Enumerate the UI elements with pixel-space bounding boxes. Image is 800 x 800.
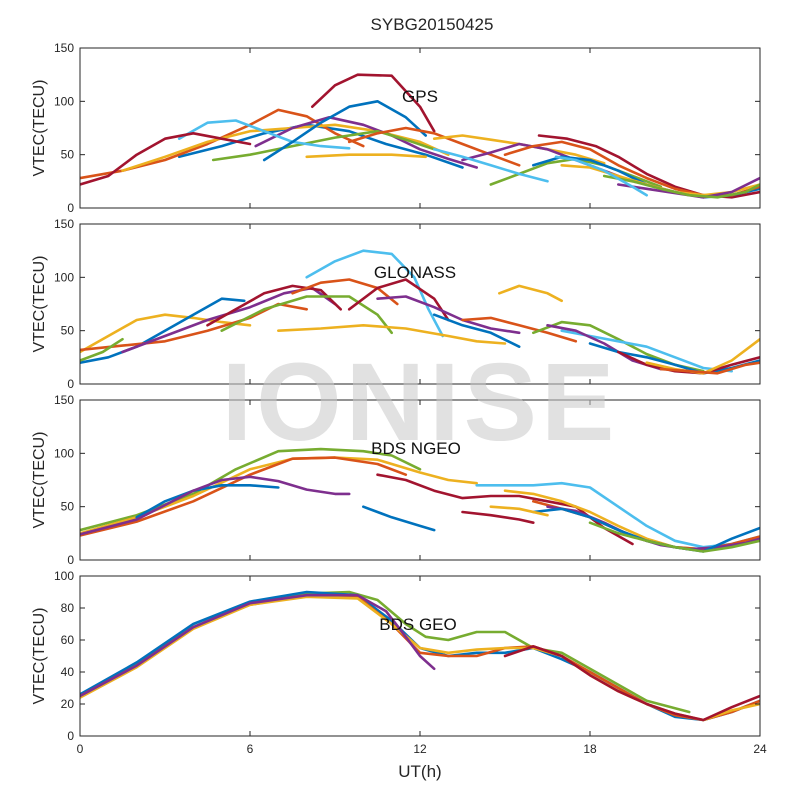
- y-tick-label: 150: [54, 393, 74, 407]
- panel-label: BDS GEO: [379, 615, 456, 634]
- series-group: [80, 447, 760, 553]
- y-axis-label: VTEC(TECU): [31, 80, 48, 177]
- series-line-8: [347, 278, 450, 322]
- series-line-3: [135, 484, 280, 519]
- panel-label: BDS NGEO: [371, 439, 461, 458]
- panel-label: GPS: [402, 87, 438, 106]
- y-tick-label: 80: [61, 601, 75, 615]
- y-tick-label: 40: [61, 665, 75, 679]
- figure-title: SYBG20150425: [371, 15, 494, 34]
- series-line-11: [432, 313, 521, 348]
- series-line-4: [206, 284, 342, 327]
- series-line-19: [305, 153, 427, 159]
- series-line-6: [362, 505, 436, 532]
- series-line-20: [659, 361, 760, 375]
- y-tick-label: 0: [67, 201, 74, 215]
- series-line-13: [498, 284, 563, 303]
- series-line-2: [80, 456, 408, 537]
- y-tick-label: 100: [54, 94, 74, 108]
- series-line-20: [80, 132, 252, 186]
- series-line-5: [177, 119, 351, 150]
- y-axis-label: VTEC(TECU): [31, 608, 48, 705]
- x-tick-label: 0: [77, 742, 84, 756]
- series-line-10: [376, 295, 521, 335]
- series-line-9: [277, 324, 507, 345]
- watermark: IONISE: [222, 341, 619, 464]
- series-line-1: [80, 297, 246, 364]
- x-tick-label: 24: [753, 742, 767, 756]
- series-line-21: [554, 155, 648, 197]
- y-tick-label: 50: [61, 500, 75, 514]
- series-line-4: [211, 129, 436, 162]
- x-tick-label: 12: [413, 742, 427, 756]
- y-tick-label: 100: [54, 270, 74, 284]
- y-axis-label: VTEC(TECU): [31, 432, 48, 529]
- series-line-7: [262, 100, 427, 162]
- panel-2: 0 50 100 150 VTEC(TECU) BDS NGEO: [31, 393, 761, 567]
- series-line-13: [461, 510, 535, 524]
- x-axis-label: UT(h): [398, 762, 441, 781]
- x-tick-label: 6: [247, 742, 254, 756]
- series-line-21: [80, 337, 124, 362]
- panel-1: 0 50 100 150 VTEC(TECU) GLONASS: [31, 217, 761, 391]
- series-line-6: [305, 249, 444, 338]
- y-tick-label: 100: [54, 569, 74, 583]
- series-group: [80, 73, 760, 199]
- y-tick-label: 150: [54, 41, 74, 55]
- plot-area: [80, 48, 760, 208]
- series-line-7: [291, 278, 399, 306]
- plot-area: [80, 400, 760, 560]
- series-line-18: [602, 174, 760, 199]
- y-tick-label: 60: [61, 633, 75, 647]
- series-line-14: [489, 505, 549, 517]
- y-tick-label: 0: [67, 377, 74, 391]
- y-tick-label: 0: [67, 729, 74, 743]
- series-line-12: [461, 316, 578, 343]
- y-tick-label: 50: [61, 148, 75, 162]
- series-line-12: [432, 148, 549, 183]
- y-axis-label: VTEC(TECU): [31, 256, 48, 353]
- series-line-12: [588, 521, 760, 553]
- series-line-4: [80, 475, 351, 536]
- series-group: [80, 590, 760, 722]
- panel-3: 0 6 12 18 24 0 20 40 60 80 100 VTEC(TECU) BDS GEO: [31, 569, 767, 756]
- panel-label: GLONASS: [374, 263, 456, 282]
- series-line-0: [80, 313, 252, 354]
- y-tick-label: 100: [54, 446, 74, 460]
- y-tick-label: 20: [61, 697, 75, 711]
- panel-0: 0 50 100 150 VTEC(TECU) GPS: [31, 41, 761, 215]
- series-line-4: [80, 593, 436, 698]
- series-line-5: [220, 295, 393, 335]
- series-line-5: [503, 645, 760, 722]
- y-tick-label: 150: [54, 217, 74, 231]
- panels: 0 50 100 150 VTEC(TECU) GPS 0 50 100 150 VTEC(TECU…: [31, 41, 767, 756]
- series-group: [80, 249, 760, 375]
- series-line-6: [311, 73, 436, 133]
- x-tick-label: 18: [583, 742, 597, 756]
- y-tick-label: 50: [61, 324, 75, 338]
- y-tick-label: 0: [67, 553, 74, 567]
- series-line-8: [347, 126, 521, 167]
